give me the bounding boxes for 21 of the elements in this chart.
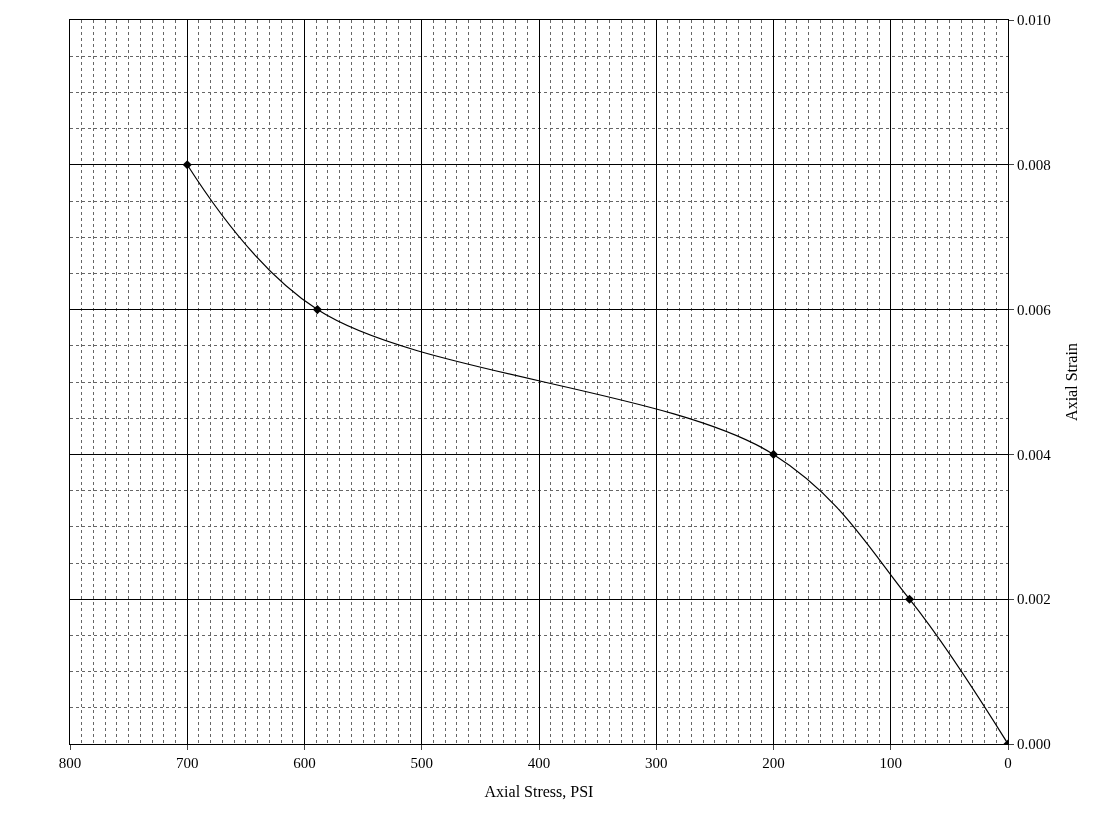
x-tick-label: 800 xyxy=(58,755,82,771)
y-tick-label: 0.002 xyxy=(1017,591,1051,608)
x-axis-title: Axial Stress, PSI xyxy=(484,782,594,800)
point xyxy=(904,594,915,604)
y-tick-label: 0.006 xyxy=(1017,301,1052,318)
y-axis-title: Axial Strain xyxy=(1062,343,1080,421)
x-tick-label: 700 xyxy=(176,755,199,771)
x-tick-label: 300 xyxy=(645,755,668,771)
x-tick-label: 600 xyxy=(293,755,316,771)
point xyxy=(312,305,322,315)
x-tick-label: 100 xyxy=(879,755,902,771)
y-tick-label: 0.008 xyxy=(1017,157,1051,174)
x-tick-label: 0 xyxy=(1004,755,1012,771)
y-tick-label: 0.000 xyxy=(1017,736,1051,753)
point xyxy=(768,449,779,459)
point xyxy=(182,160,192,170)
x-tick-label: 400 xyxy=(527,755,551,771)
x-tick-label: 500 xyxy=(410,755,433,771)
y-tick-label: 0.010 xyxy=(1017,12,1051,29)
y-tick-label: 0.004 xyxy=(1017,446,1052,463)
x-tick-label: 200 xyxy=(762,755,785,771)
